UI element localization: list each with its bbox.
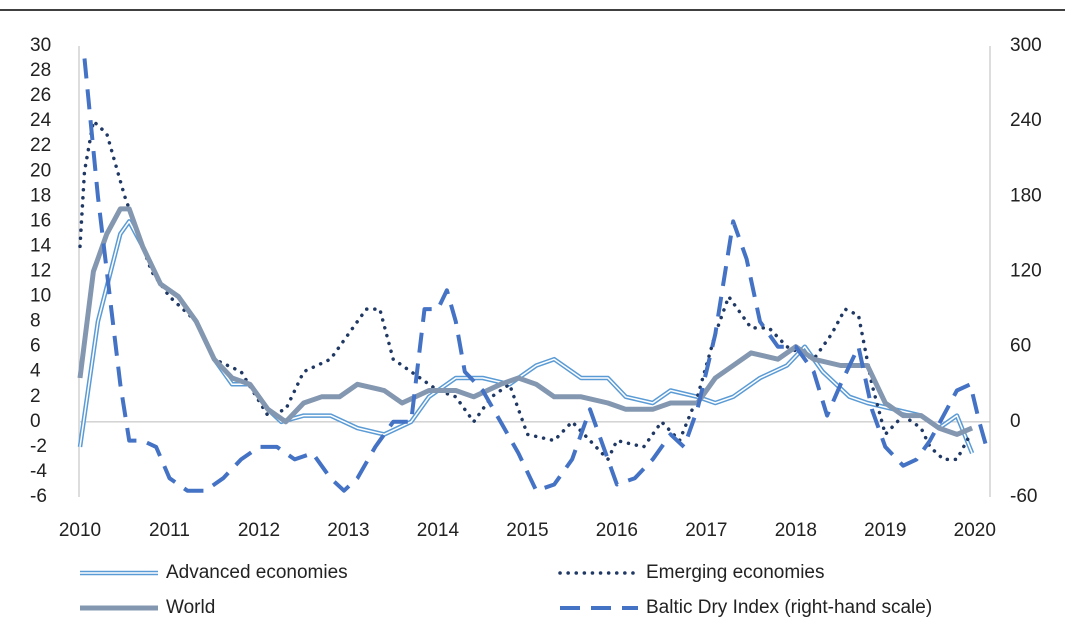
- y2-tick-label: 300: [1010, 35, 1042, 56]
- x-tick-label: 2018: [775, 520, 817, 541]
- series-line-inner: [79, 220, 973, 454]
- y-tick-label: 30: [30, 35, 51, 56]
- y-tick-label: 28: [30, 60, 51, 81]
- x-tick-label: 2010: [59, 520, 101, 541]
- legend-label: Advanced economies: [166, 562, 348, 583]
- y-tick-label: 0: [30, 411, 41, 432]
- y-tick-label: 14: [30, 235, 52, 256]
- y-tick-label: 22: [30, 135, 51, 156]
- series-line: [77, 206, 974, 437]
- legend-label: Emerging economies: [646, 562, 824, 583]
- x-tick-label: 2016: [596, 520, 638, 541]
- y2-tick-label: 120: [1010, 261, 1042, 282]
- series-line: [82, 58, 991, 493]
- y2-tick-label: 240: [1010, 110, 1042, 131]
- y-tick-label: 2: [30, 386, 41, 407]
- y-tick-label: 10: [30, 286, 51, 307]
- y-tick-label: -4: [30, 461, 47, 482]
- legend-label: Baltic Dry Index (right-hand scale): [646, 597, 932, 618]
- y-tick-label: 4: [30, 361, 41, 382]
- y-tick-label: 6: [30, 336, 41, 357]
- x-tick-label: 2014: [417, 520, 460, 541]
- y2-tick-label: 180: [1010, 185, 1042, 206]
- legend-label: World: [166, 597, 215, 618]
- y2-tick-label: 60: [1010, 336, 1031, 357]
- x-tick-label: 2020: [954, 520, 996, 541]
- x-tick-label: 2012: [238, 520, 280, 541]
- series-line: [77, 219, 975, 455]
- x-tick-label: 2011: [149, 520, 190, 541]
- y-tick-label: 26: [30, 85, 51, 106]
- y-tick-label: 18: [30, 185, 51, 206]
- y-tick-label: -2: [30, 436, 47, 457]
- y2-tick-label: -60: [1010, 486, 1037, 507]
- x-tick-label: 2013: [327, 520, 369, 541]
- x-tick-label: 2017: [685, 520, 727, 541]
- y-tick-label: 24: [30, 110, 52, 131]
- series-line: [78, 119, 973, 462]
- x-tick-label: 2015: [506, 520, 548, 541]
- y2-tick-label: 0: [1010, 411, 1021, 432]
- y-tick-label: 8: [30, 311, 41, 332]
- x-tick-label: 2019: [864, 520, 906, 541]
- y-tick-label: 20: [30, 160, 51, 181]
- y-tick-label: 16: [30, 210, 51, 231]
- y-tick-label: 12: [30, 261, 51, 282]
- y-tick-label: -6: [30, 486, 47, 507]
